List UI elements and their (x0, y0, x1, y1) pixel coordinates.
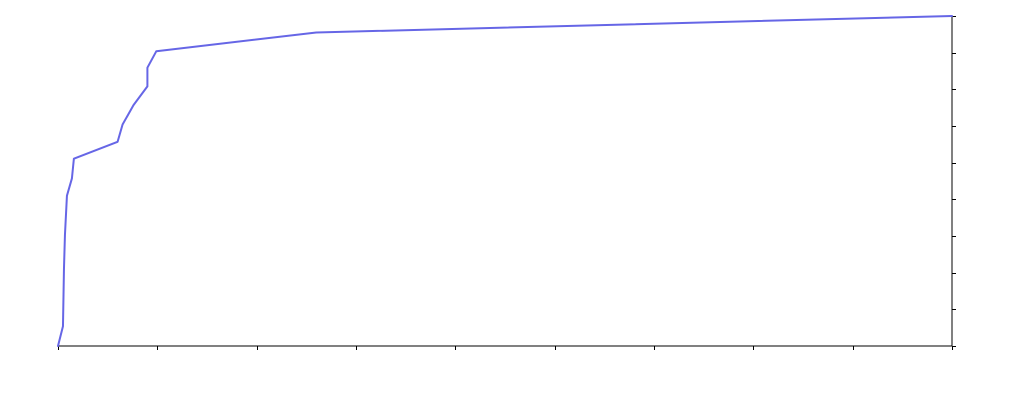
axes (58, 16, 956, 350)
series-line (57, 15, 953, 347)
series-layer (57, 15, 953, 347)
